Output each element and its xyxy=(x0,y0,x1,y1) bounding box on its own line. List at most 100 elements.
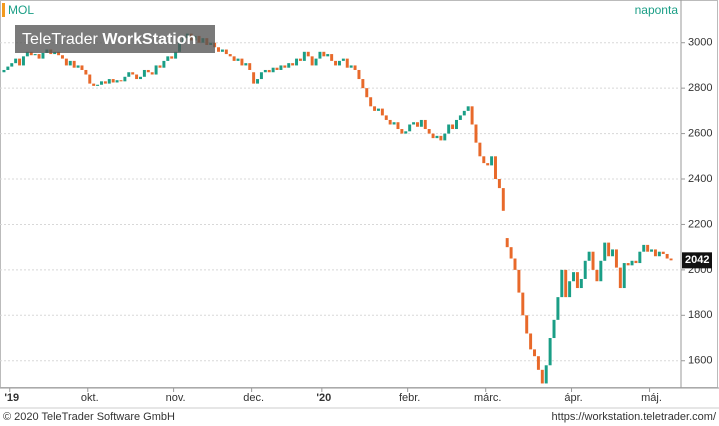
candle xyxy=(419,119,423,127)
candle xyxy=(517,269,521,293)
candle xyxy=(111,79,115,83)
candle xyxy=(330,54,334,61)
candle xyxy=(564,269,568,298)
footer-band xyxy=(0,408,719,426)
candle xyxy=(166,56,170,61)
candle xyxy=(482,156,486,164)
y-tick-label: 1800 xyxy=(688,309,712,321)
candle xyxy=(587,251,591,261)
candle xyxy=(131,72,135,75)
candle xyxy=(224,49,228,55)
candle xyxy=(68,60,72,66)
candle xyxy=(248,63,252,70)
candle xyxy=(384,115,388,120)
candle xyxy=(400,129,404,134)
candle xyxy=(665,253,669,259)
candle xyxy=(533,349,536,357)
candle xyxy=(634,260,638,264)
candle xyxy=(29,51,33,56)
candle xyxy=(174,51,178,59)
candle xyxy=(388,119,392,125)
candle xyxy=(337,60,341,66)
candle xyxy=(529,333,533,350)
candle xyxy=(583,260,587,279)
candle xyxy=(271,67,275,73)
candle xyxy=(25,51,29,57)
candle xyxy=(521,292,525,316)
y-tick-label: 2600 xyxy=(688,127,712,139)
candle xyxy=(595,269,599,282)
candle xyxy=(334,60,338,66)
candle xyxy=(353,65,357,70)
candle xyxy=(497,179,501,189)
chart-title: MOL xyxy=(8,3,34,17)
candle xyxy=(599,260,603,282)
candle xyxy=(447,124,451,134)
candle xyxy=(392,122,396,125)
candle xyxy=(33,54,37,56)
candle xyxy=(373,106,377,111)
watermark-product: WorkStation xyxy=(102,31,196,48)
candle xyxy=(107,79,111,84)
candle xyxy=(470,106,474,125)
candle xyxy=(427,129,431,134)
candle xyxy=(513,258,517,270)
candle xyxy=(525,315,529,334)
candle xyxy=(76,65,80,68)
candle xyxy=(279,65,283,70)
x-tick-label: dec. xyxy=(243,392,264,404)
candle xyxy=(217,47,220,52)
candle xyxy=(536,356,540,370)
watermark-brand: TeleTrader xyxy=(22,31,99,48)
x-tick-label: ápr. xyxy=(564,392,582,404)
x-tick-label: febr. xyxy=(399,392,420,404)
candle xyxy=(505,238,509,248)
candle xyxy=(41,52,45,59)
candle xyxy=(158,65,162,68)
candle xyxy=(626,263,630,266)
candle xyxy=(21,56,25,66)
candle xyxy=(572,272,576,282)
candle xyxy=(318,51,322,59)
candle xyxy=(135,74,139,80)
candle xyxy=(638,251,642,264)
candle xyxy=(298,58,302,61)
candle xyxy=(267,69,271,73)
candle xyxy=(99,81,103,85)
candle xyxy=(119,80,123,82)
candle xyxy=(236,58,240,61)
candle xyxy=(244,63,248,66)
candle xyxy=(349,65,353,68)
candle xyxy=(228,54,232,57)
candle xyxy=(509,247,513,259)
candle xyxy=(96,84,100,86)
candle xyxy=(326,54,330,57)
candle xyxy=(404,131,408,134)
candle xyxy=(408,124,412,132)
x-tick-label: '20 xyxy=(316,392,331,404)
candle xyxy=(435,135,439,139)
candle xyxy=(458,115,462,120)
candle xyxy=(568,281,572,298)
candle xyxy=(232,56,236,61)
candle xyxy=(2,69,6,73)
candle xyxy=(275,67,279,70)
candle xyxy=(451,124,455,130)
candle xyxy=(486,163,490,166)
candle xyxy=(396,122,400,130)
candle xyxy=(127,72,131,77)
footer-copyright: © 2020 TeleTrader Software GmbH xyxy=(3,411,175,423)
candle xyxy=(240,58,244,66)
candle xyxy=(560,269,564,298)
candle xyxy=(283,65,287,68)
candle xyxy=(88,74,92,84)
candle xyxy=(642,244,646,252)
candle xyxy=(139,76,142,80)
candle xyxy=(115,80,119,83)
x-tick-label: máj. xyxy=(641,392,662,404)
candle xyxy=(607,242,611,257)
candle xyxy=(72,60,76,68)
candle xyxy=(123,76,127,82)
candle xyxy=(306,51,310,57)
